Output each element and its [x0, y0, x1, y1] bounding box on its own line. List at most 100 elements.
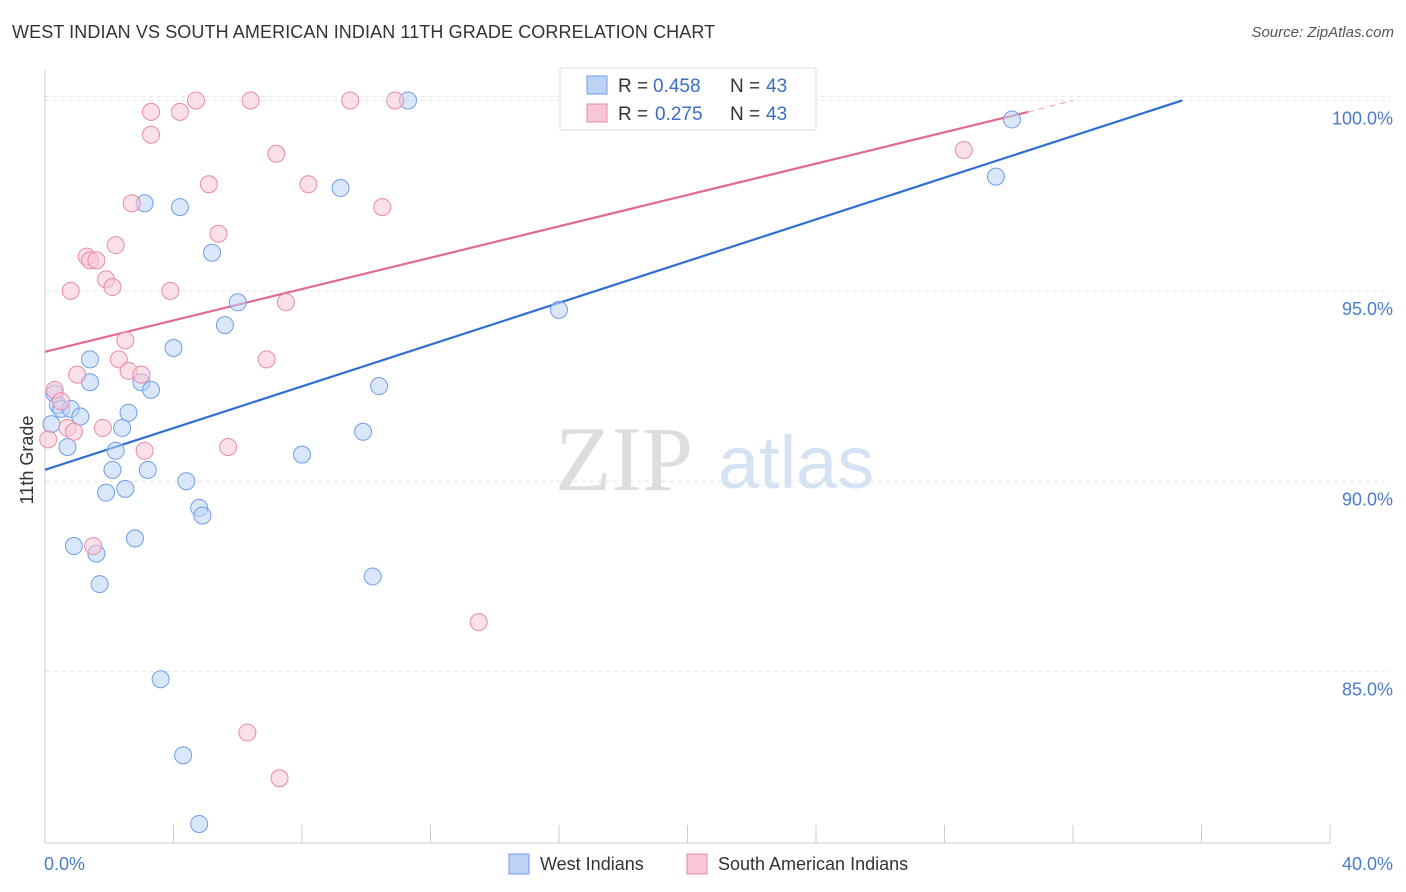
legend-label-south-american-indians: South American Indians — [718, 854, 908, 874]
chart-title: WEST INDIAN VS SOUTH AMERICAN INDIAN 11T… — [12, 22, 716, 42]
point-south-american-indians-18 — [122, 194, 141, 213]
legend-swatch-west-indians — [508, 853, 530, 875]
y-tick-label-2: 90.0% — [1342, 489, 1393, 509]
point-west-indians-14 — [106, 441, 125, 460]
point-south-american-indians-33 — [270, 769, 289, 788]
point-south-american-indians-23 — [161, 281, 180, 300]
stats-legend-swatch-west-indians — [586, 75, 608, 95]
stats-n-label-1: N = — [730, 104, 760, 125]
point-south-american-indians-25 — [186, 91, 205, 110]
point-west-indians-18 — [125, 529, 144, 548]
point-south-american-indians-2 — [52, 392, 71, 411]
stats-legend: R = 0.458 N = 43 R = 0.275 N = 43 — [559, 67, 817, 131]
point-south-american-indians-21 — [142, 102, 161, 121]
point-west-indians-4 — [58, 437, 77, 456]
point-south-american-indians-6 — [68, 365, 87, 384]
y-tick-label-1: 95.0% — [1342, 299, 1393, 319]
gridlines — [45, 96, 1390, 673]
point-west-indians-26 — [177, 472, 196, 491]
point-west-indians-35 — [331, 179, 350, 198]
point-south-american-indians-30 — [238, 723, 257, 742]
point-south-american-indians-37 — [386, 91, 405, 110]
point-south-american-indians-4 — [61, 281, 80, 300]
point-south-american-indians-13 — [103, 278, 122, 297]
point-west-indians-38 — [370, 377, 389, 396]
point-south-american-indians-5 — [64, 422, 83, 441]
point-south-american-indians-24 — [170, 102, 189, 121]
trend-lines — [44, 99, 1183, 471]
watermark-zip: ZIP — [555, 408, 693, 510]
stats-r-label-1: R = — [618, 104, 648, 125]
point-west-indians-12 — [97, 483, 116, 502]
point-south-american-indians-42 — [341, 91, 360, 110]
point-west-indians-5 — [64, 536, 83, 555]
point-west-indians-23 — [151, 670, 170, 689]
point-west-indians-16 — [116, 479, 135, 498]
tick-labels: 100.0% 95.0% 90.0% 85.0% 0.0% 40.0% — [44, 108, 1393, 874]
data-points — [39, 91, 1021, 833]
legend-label-west-indians: West Indians — [540, 854, 644, 874]
point-south-american-indians-19 — [132, 365, 151, 384]
point-west-indians-11 — [90, 575, 109, 594]
axes — [44, 70, 1331, 844]
point-south-american-indians-32 — [267, 144, 286, 163]
watermark-atlas: atlas — [718, 421, 874, 504]
point-south-american-indians-0 — [39, 430, 58, 449]
point-west-indians-31 — [215, 316, 234, 335]
point-west-indians-17 — [119, 403, 138, 422]
point-west-indians-0 — [42, 415, 61, 434]
point-south-american-indians-11 — [93, 418, 112, 437]
trend-line-dashed-south-american-indians — [1027, 99, 1074, 113]
point-west-indians-25 — [170, 198, 189, 217]
point-south-american-indians-22 — [142, 125, 161, 144]
point-west-indians-7 — [71, 407, 90, 426]
point-west-indians-22 — [142, 380, 161, 399]
point-south-american-indians-31 — [257, 350, 276, 369]
point-west-indians-13 — [103, 460, 122, 479]
point-south-american-indians-28 — [219, 437, 238, 456]
trend-line-west-indians — [44, 99, 1183, 471]
point-south-american-indians-29 — [241, 91, 260, 110]
stats-n-label-0: N = — [730, 76, 760, 97]
point-south-american-indians-26 — [199, 175, 218, 194]
point-south-american-indians-10 — [84, 536, 103, 555]
point-west-indians-34 — [293, 445, 311, 464]
point-west-indians-9 — [80, 350, 99, 369]
point-south-american-indians-20 — [135, 441, 154, 460]
point-west-indians-40 — [550, 300, 568, 319]
stats-n-value-0: 43 — [766, 76, 787, 97]
point-west-indians-24 — [164, 338, 183, 357]
point-west-indians-33 — [228, 293, 247, 312]
point-west-indians-42 — [1002, 110, 1021, 129]
x-tick-label-1: 40.0% — [1342, 854, 1393, 874]
stats-n-value-1: 43 — [766, 104, 787, 125]
point-south-american-indians-38 — [469, 613, 488, 632]
stats-r-value-0: 0.458 — [653, 76, 701, 97]
point-west-indians-27 — [174, 746, 193, 765]
bottom-legend: West Indians South American Indians — [508, 853, 908, 875]
point-south-american-indians-9 — [87, 251, 106, 270]
point-west-indians-15 — [113, 418, 132, 437]
point-south-american-indians-16 — [116, 331, 135, 350]
point-west-indians-41 — [986, 167, 1005, 186]
point-south-american-indians-34 — [276, 293, 295, 312]
point-west-indians-21 — [138, 460, 157, 479]
x-tick-label-0: 0.0% — [44, 854, 85, 874]
chart-source: Source: ZipAtlas.com — [1251, 24, 1394, 41]
stats-r-label-0: R = — [618, 76, 648, 97]
point-south-american-indians-14 — [106, 236, 125, 255]
point-west-indians-32 — [190, 814, 209, 833]
trend-line-south-american-indians — [44, 110, 1029, 353]
point-west-indians-30 — [203, 243, 222, 262]
point-south-american-indians-35 — [299, 175, 318, 194]
point-west-indians-29 — [193, 506, 212, 525]
point-south-american-indians-27 — [209, 224, 228, 243]
y-axis-label: 11th Grade — [17, 416, 37, 505]
point-west-indians-36 — [354, 422, 373, 441]
stats-legend-swatch-south-american-indians — [586, 103, 608, 123]
point-west-indians-37 — [363, 567, 382, 586]
legend-swatch-south-american-indians — [686, 853, 708, 875]
y-tick-label-0: 100.0% — [1332, 108, 1393, 128]
point-south-american-indians-40 — [954, 140, 973, 159]
